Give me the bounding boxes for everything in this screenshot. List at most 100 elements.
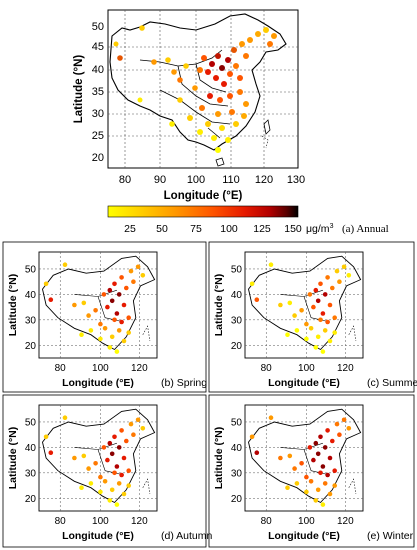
lat-tick: 40 bbox=[92, 64, 104, 76]
site-marker bbox=[325, 275, 330, 280]
subpanel-frames bbox=[2, 241, 415, 548]
site-marker bbox=[79, 485, 84, 491]
site-marker bbox=[72, 455, 77, 461]
lat-tick: 50 bbox=[231, 418, 243, 429]
site-marker bbox=[337, 432, 342, 438]
site-marker bbox=[278, 455, 283, 461]
site-marker bbox=[79, 332, 84, 338]
lat-tick: 40 bbox=[231, 443, 243, 454]
site-marker bbox=[62, 415, 68, 421]
x-axis-label: Longitude (°E) bbox=[62, 377, 134, 389]
site-marker bbox=[285, 485, 290, 491]
site-marker bbox=[135, 264, 141, 270]
site-marker bbox=[116, 481, 122, 486]
china-outline bbox=[248, 408, 362, 504]
site-marker bbox=[304, 336, 309, 342]
site-marker bbox=[126, 330, 131, 335]
site-marker bbox=[285, 332, 290, 338]
site-marker bbox=[88, 328, 94, 333]
site-marker bbox=[313, 345, 319, 350]
site-marker bbox=[109, 298, 115, 304]
site-marker bbox=[346, 426, 352, 431]
site-marker bbox=[140, 273, 146, 278]
site-marker bbox=[124, 438, 129, 444]
lon-tick: 110 bbox=[222, 174, 240, 186]
site-marker bbox=[311, 457, 316, 463]
lat-tick: 30 bbox=[25, 468, 37, 479]
panel-label-winter: (e) Winter bbox=[367, 530, 414, 542]
site-marker bbox=[268, 415, 274, 421]
site-marker bbox=[126, 468, 131, 474]
site-marker bbox=[332, 483, 338, 488]
site-marker bbox=[140, 426, 146, 431]
site-marker bbox=[320, 464, 326, 469]
site-marker bbox=[304, 489, 309, 495]
lat-tick-labels: 50 45 40 35 30 25 20 bbox=[92, 21, 104, 164]
site-marker bbox=[327, 491, 333, 497]
site-marker bbox=[308, 479, 314, 484]
site-marker bbox=[128, 421, 134, 427]
site-marker bbox=[315, 451, 321, 457]
site-marker bbox=[308, 326, 314, 331]
site-marker bbox=[332, 330, 338, 335]
site-marker bbox=[307, 445, 313, 450]
site-marker bbox=[311, 304, 316, 310]
site-marker bbox=[322, 481, 328, 486]
site-marker bbox=[62, 262, 68, 268]
site-marker bbox=[98, 489, 103, 495]
colorbar-gradient bbox=[107, 205, 299, 218]
site-marker bbox=[315, 487, 321, 493]
site-marker bbox=[88, 481, 94, 486]
site-marker bbox=[278, 302, 283, 308]
lon-tick: 120 bbox=[337, 516, 354, 527]
site-marker bbox=[116, 328, 122, 333]
panel-label-annual: (a) Annual bbox=[342, 223, 389, 235]
lon-tick: 80 bbox=[261, 363, 273, 374]
china-outline bbox=[109, 13, 287, 151]
site-marker bbox=[299, 308, 304, 313]
site-marker bbox=[121, 302, 127, 308]
site-marker bbox=[254, 297, 260, 303]
site-marker bbox=[109, 451, 115, 457]
lat-tick: 30 bbox=[231, 468, 243, 479]
site-marker bbox=[299, 461, 304, 466]
site-marker bbox=[112, 317, 117, 323]
site-marker bbox=[320, 502, 326, 507]
site-marker bbox=[322, 292, 328, 297]
site-marker bbox=[327, 455, 333, 461]
y-axis-label: Latitude (°N) bbox=[213, 274, 225, 337]
site-marker bbox=[313, 498, 319, 503]
site-marker bbox=[287, 300, 293, 306]
site-marker bbox=[320, 349, 326, 354]
lat-tick: 40 bbox=[25, 290, 37, 301]
site-marker bbox=[101, 445, 107, 450]
site-marker bbox=[131, 279, 136, 285]
site-marker bbox=[121, 338, 127, 344]
coastline-islands bbox=[348, 478, 357, 495]
site-marker bbox=[116, 445, 122, 450]
site-marker bbox=[121, 491, 127, 497]
lon-tick: 120 bbox=[131, 516, 148, 527]
lat-tick: 30 bbox=[231, 315, 243, 326]
site-marker bbox=[101, 292, 107, 297]
x-axis-label: Longitude (°E) bbox=[268, 377, 340, 389]
site-marker bbox=[307, 292, 313, 297]
site-marker bbox=[131, 432, 136, 438]
site-marker bbox=[254, 450, 260, 456]
china-outline bbox=[42, 408, 156, 504]
site-marker bbox=[334, 268, 340, 274]
colorbar-unit: μg/m3 bbox=[306, 223, 334, 235]
x-axis-label: Longitude (°E) bbox=[62, 530, 134, 542]
colorbar-tick: 75 bbox=[190, 223, 202, 235]
site-marker bbox=[320, 311, 326, 316]
site-marker bbox=[98, 336, 103, 342]
site-marker bbox=[332, 315, 338, 321]
site-marker bbox=[93, 308, 98, 313]
site-marker bbox=[72, 302, 77, 308]
site-marker bbox=[330, 438, 335, 444]
site-marker bbox=[313, 440, 319, 446]
site-marker bbox=[86, 313, 91, 318]
y-axis-label: Latitude (°N) bbox=[7, 427, 19, 490]
site-marker bbox=[318, 317, 323, 323]
site-marker bbox=[119, 428, 124, 433]
